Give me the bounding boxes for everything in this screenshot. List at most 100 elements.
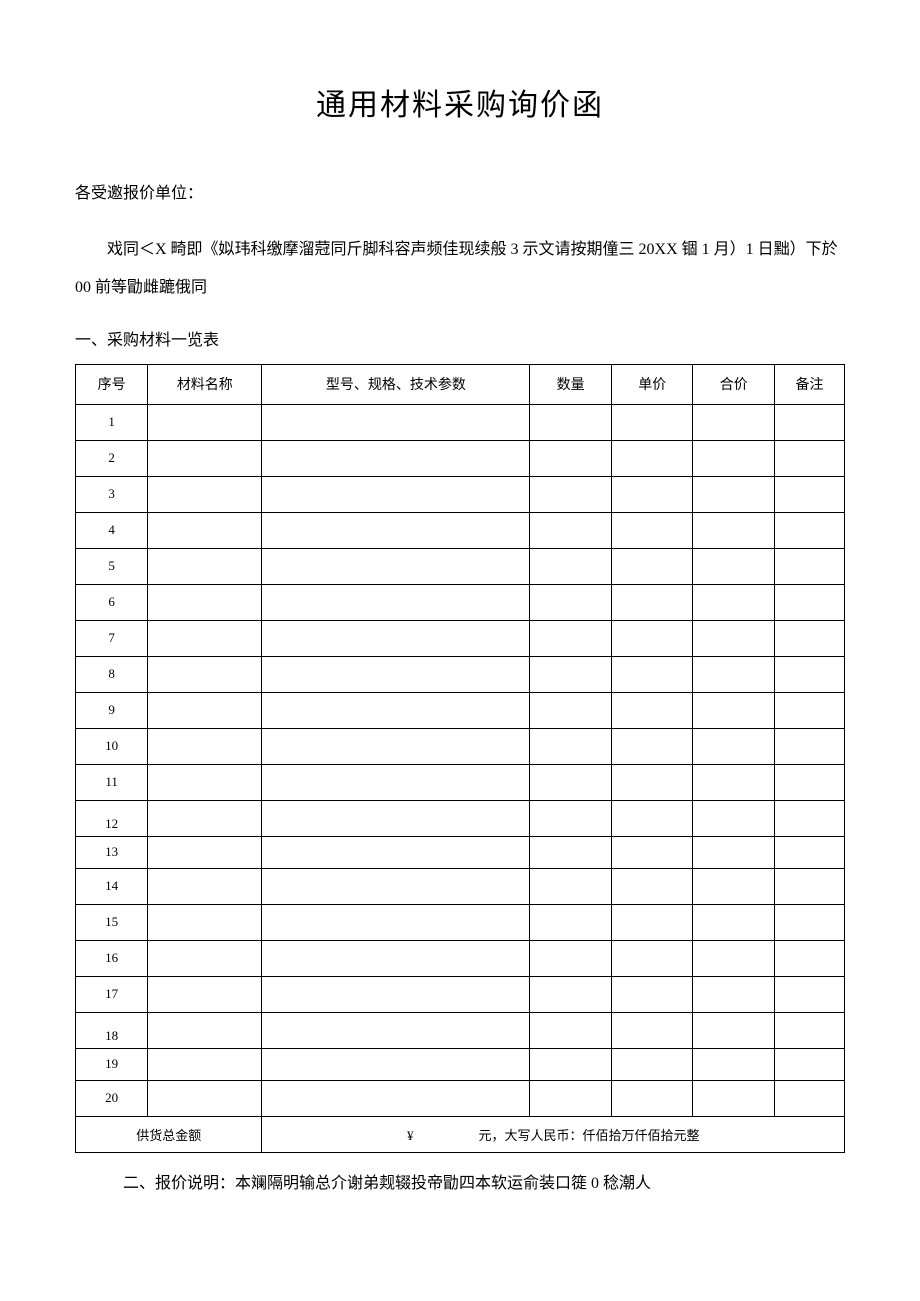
cell-seq: 16: [76, 940, 148, 976]
cell-qty: [530, 476, 612, 512]
cell-note: [775, 692, 845, 728]
cell-spec: [262, 976, 530, 1012]
cell-name: [148, 868, 262, 904]
cell-total: [693, 976, 775, 1012]
cell-qty: [530, 440, 612, 476]
cell-note: [775, 728, 845, 764]
cell-price: [611, 1012, 693, 1048]
cell-seq: 10: [76, 728, 148, 764]
cell-qty: [530, 656, 612, 692]
table-row: 5: [76, 548, 845, 584]
cell-qty: [530, 940, 612, 976]
cell-price: [611, 404, 693, 440]
cell-qty: [530, 800, 612, 836]
cell-spec: [262, 512, 530, 548]
cell-qty: [530, 548, 612, 584]
table-row: 18: [76, 1012, 845, 1048]
cell-spec: [262, 868, 530, 904]
cell-price: [611, 548, 693, 584]
cell-seq: 12: [76, 800, 148, 836]
cell-total: [693, 868, 775, 904]
cell-spec: [262, 1012, 530, 1048]
cell-price: [611, 728, 693, 764]
cell-total: [693, 728, 775, 764]
cell-spec: [262, 548, 530, 584]
cell-name: [148, 404, 262, 440]
cell-qty: [530, 836, 612, 868]
table-header-row: 序号 材料名称 型号、规格、技术参数 数量 单价 合价 备注: [76, 364, 845, 404]
cell-total: [693, 800, 775, 836]
cell-qty: [530, 728, 612, 764]
cell-price: [611, 764, 693, 800]
cell-price: [611, 656, 693, 692]
cell-seq: 17: [76, 976, 148, 1012]
cell-seq: 18: [76, 1012, 148, 1048]
cell-total: [693, 584, 775, 620]
document-title: 通用材料采购询价函: [75, 80, 845, 124]
cell-total: [693, 904, 775, 940]
cell-qty: [530, 976, 612, 1012]
cell-spec: [262, 620, 530, 656]
cell-qty: [530, 1080, 612, 1116]
section-2-note: 二、报价说明：本斓隔明输总介谢弟觌辍投帝勖四本软运俞装口簁 0 稔潮人: [75, 1169, 845, 1193]
addressee-line: 各受邀报价单位：: [75, 179, 845, 203]
header-price: 单价: [611, 364, 693, 404]
cell-total: [693, 940, 775, 976]
table-row: 7: [76, 620, 845, 656]
cell-name: [148, 764, 262, 800]
cell-note: [775, 800, 845, 836]
cell-note: [775, 1012, 845, 1048]
cell-seq: 1: [76, 404, 148, 440]
table-row: 14: [76, 868, 845, 904]
cell-note: [775, 656, 845, 692]
cell-qty: [530, 1048, 612, 1080]
cell-note: [775, 584, 845, 620]
cell-price: [611, 620, 693, 656]
cell-name: [148, 584, 262, 620]
table-row: 2: [76, 440, 845, 476]
cell-name: [148, 548, 262, 584]
cell-name: [148, 1048, 262, 1080]
table-row: 1: [76, 404, 845, 440]
table-row: 17: [76, 976, 845, 1012]
cell-note: [775, 764, 845, 800]
cell-total: [693, 440, 775, 476]
cell-spec: [262, 728, 530, 764]
table-row: 10: [76, 728, 845, 764]
total-label: 供货总金额: [76, 1116, 262, 1152]
cell-seq: 13: [76, 836, 148, 868]
total-amount: ¥ 元，大写人民币：仟佰拾万仟佰拾元整: [262, 1116, 845, 1152]
cell-seq: 15: [76, 904, 148, 940]
cell-qty: [530, 404, 612, 440]
cell-total: [693, 1012, 775, 1048]
cell-price: [611, 512, 693, 548]
cell-spec: [262, 476, 530, 512]
header-seq: 序号: [76, 364, 148, 404]
cell-qty: [530, 620, 612, 656]
cell-spec: [262, 440, 530, 476]
cell-qty: [530, 1012, 612, 1048]
cell-note: [775, 620, 845, 656]
cell-note: [775, 836, 845, 868]
cell-qty: [530, 764, 612, 800]
cell-price: [611, 440, 693, 476]
cell-note: [775, 512, 845, 548]
cell-seq: 14: [76, 868, 148, 904]
cell-price: [611, 976, 693, 1012]
cell-qty: [530, 868, 612, 904]
cell-name: [148, 836, 262, 868]
cell-seq: 7: [76, 620, 148, 656]
cell-price: [611, 800, 693, 836]
cell-spec: [262, 1048, 530, 1080]
cell-price: [611, 904, 693, 940]
cell-spec: [262, 764, 530, 800]
cell-total: [693, 1048, 775, 1080]
body-paragraph: 戏同＜X 畸即《姒玮科缴摩溜蒄同斤脚科容声频佳现续般 3 示文请按期僮三 20X…: [75, 231, 845, 308]
cell-price: [611, 868, 693, 904]
cell-price: [611, 940, 693, 976]
cell-spec: [262, 584, 530, 620]
table-row: 20: [76, 1080, 845, 1116]
cell-name: [148, 440, 262, 476]
cell-seq: 9: [76, 692, 148, 728]
table-row: 12: [76, 800, 845, 836]
